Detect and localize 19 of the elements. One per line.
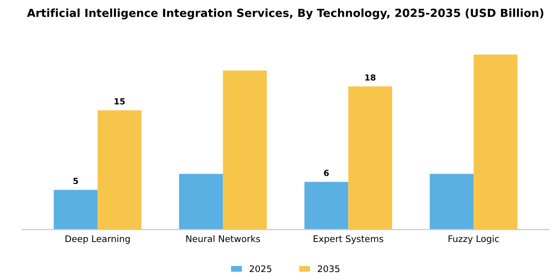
data-label: 5 bbox=[73, 178, 78, 184]
bar bbox=[474, 54, 518, 230]
bar bbox=[304, 182, 348, 230]
legend-label: 2035 bbox=[318, 265, 340, 272]
data-label: 15 bbox=[114, 98, 125, 104]
x-tick-label: Deep Learning bbox=[66, 235, 130, 244]
bar bbox=[179, 174, 223, 230]
bar bbox=[54, 190, 98, 230]
bar bbox=[222, 70, 267, 230]
x-tick-label: Neural Networks bbox=[186, 235, 260, 242]
x-tick-label: Expert Systems bbox=[314, 235, 384, 244]
legend-label: 2025 bbox=[250, 265, 272, 272]
chart-title: Artificial Intelligence Integration Services, By Technology, 2025-2035 (USD Billion) bbox=[26, 8, 544, 20]
bar bbox=[430, 174, 474, 230]
data-label: 18 bbox=[365, 74, 376, 81]
x-tick-label: Fuzzy Logic bbox=[448, 235, 499, 244]
bar bbox=[98, 110, 142, 230]
bar bbox=[348, 86, 392, 230]
data-label: 6 bbox=[324, 170, 329, 176]
